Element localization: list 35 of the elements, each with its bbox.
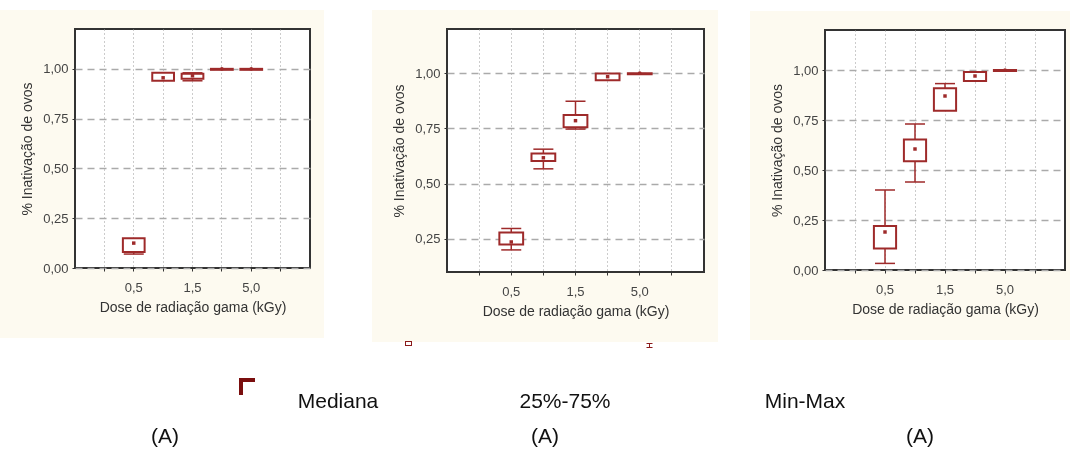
text: (A)	[151, 424, 179, 448]
y-tick-label: 0,00	[793, 262, 819, 278]
y-tick-label: 0,25	[43, 210, 69, 226]
x-tick-label: 1,5	[935, 281, 955, 297]
y-tick-label: 0,25	[415, 231, 441, 247]
y-tick-label: 1,00	[43, 61, 69, 77]
x-tick-label: 1,5	[566, 283, 585, 299]
y-axis-title: % Inativação de ovos	[391, 84, 408, 218]
y-tick-label: 0,75	[793, 112, 819, 128]
text: (A)	[531, 424, 559, 448]
y-tick-label: 0,75	[415, 120, 441, 136]
y-tick-label: 1,00	[415, 65, 441, 81]
text: (A)	[906, 424, 934, 448]
y-tick-label: 1,00	[793, 62, 819, 78]
y-axis-title: % Inativação de ovos	[19, 82, 36, 216]
x-axis-title: Dose de radiação gama (kGy)	[482, 302, 670, 319]
text: Min-Max	[764, 389, 846, 413]
y-tick-label: 0,00	[43, 260, 69, 276]
y-tick-label: 0,50	[415, 176, 441, 192]
y-axis-title: % Inativação de ovos	[769, 83, 786, 218]
y-tick-label: 0,25	[793, 212, 819, 228]
x-tick-label: 1,5	[183, 279, 202, 295]
x-tick-label: 5,0	[995, 281, 1015, 297]
x-tick-label: 5,0	[630, 283, 649, 299]
x-tick-label: 5,0	[242, 279, 261, 295]
x-tick-label: 0,5	[875, 281, 895, 297]
x-tick-label: 0,5	[502, 283, 521, 299]
text: Mediana	[297, 389, 379, 413]
y-tick-label: 0,50	[43, 160, 69, 176]
x-axis-title: Dose de radiação gama (kGy)	[852, 300, 1039, 317]
y-tick-label: 0,75	[43, 111, 69, 127]
x-axis-title: Dose de radiação gama (kGy)	[99, 298, 287, 315]
y-tick-label: 0,50	[793, 162, 819, 178]
x-tick-label: 0,5	[124, 279, 143, 295]
text: 25%-75%	[519, 389, 611, 413]
